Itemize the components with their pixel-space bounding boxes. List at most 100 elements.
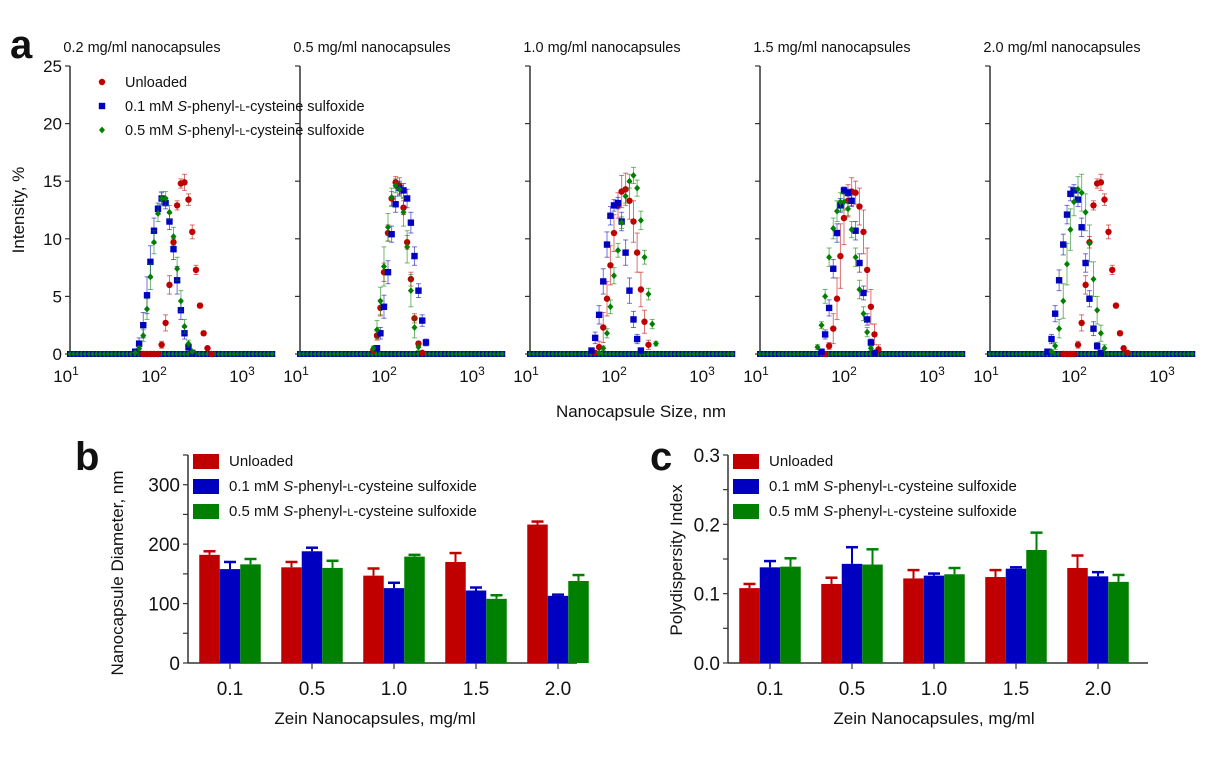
- data-point-zero: [101, 351, 107, 357]
- data-point-0.1mM: [415, 287, 422, 294]
- x-tick-label: 2.0: [1085, 679, 1111, 700]
- legend-swatch-low: [193, 479, 219, 494]
- data-point-unloaded: [1097, 179, 1105, 186]
- baseline-zero-points: [297, 351, 506, 357]
- x-tick-label: 0.1: [217, 679, 243, 700]
- data-point-zero: [879, 351, 885, 357]
- data-point-0.1mM: [1082, 259, 1089, 267]
- data-point-zero: [611, 351, 617, 357]
- data-point-zero: [442, 351, 448, 357]
- data-point-0.1mM: [833, 229, 841, 237]
- data-point-0.5mM: [596, 349, 603, 357]
- bar-low: [547, 595, 569, 663]
- data-point-0.5mM: [641, 253, 648, 261]
- data-point-0.5mM: [867, 344, 874, 352]
- panel-a-y-axis-label: Intensity, %: [9, 167, 28, 254]
- data-point-0.1mM: [630, 316, 637, 323]
- data-point-unloaded: [1116, 330, 1124, 337]
- data-point-0.1mM: [863, 316, 871, 323]
- bar-high: [1026, 549, 1047, 663]
- data-point-zero: [569, 351, 575, 357]
- bar-high: [240, 564, 261, 663]
- data-point-zero: [630, 351, 636, 357]
- data-point-0.5mM: [189, 348, 196, 356]
- subplot-title: 0.5 mg/ml nanocapsules: [293, 40, 450, 56]
- data-point-0.1mM: [380, 303, 388, 310]
- data-point-zero: [860, 351, 866, 357]
- data-point-0.5mM: [377, 297, 384, 305]
- data-point-unloaded: [852, 189, 859, 196]
- bar-high: [862, 564, 883, 663]
- data-point-unloaded: [1105, 228, 1112, 236]
- data-point-zero: [848, 351, 855, 357]
- data-point-0.1mM: [825, 304, 833, 312]
- data-point-0.1mM: [871, 349, 878, 357]
- data-point-0.1mM: [626, 287, 633, 294]
- data-point-zero: [269, 351, 275, 357]
- data-point-unloaded: [626, 197, 633, 204]
- data-point-0.5mM: [818, 321, 825, 329]
- data-point-zero: [706, 351, 712, 357]
- data-point-0.5mM: [132, 349, 139, 357]
- data-point-zero: [457, 351, 463, 357]
- data-point-0.1mM: [614, 199, 622, 207]
- bar-high: [944, 574, 965, 663]
- data-point-zero: [1136, 351, 1142, 357]
- data-point-zero: [109, 351, 115, 357]
- data-point-zero: [917, 351, 923, 357]
- data-point-0.1mM: [1067, 190, 1074, 198]
- y-tick-label: 5: [53, 287, 62, 306]
- data-point-zero: [829, 351, 836, 357]
- data-point-unloaded: [98, 78, 106, 86]
- data-point-0.1mM: [411, 252, 418, 260]
- data-point-zero: [392, 351, 398, 357]
- bar-unloaded: [985, 577, 1006, 663]
- data-point-0.5mM: [822, 293, 829, 300]
- data-point-zero: [668, 351, 674, 357]
- data-point-0.1mM: [603, 241, 611, 248]
- x-tick-label: 103: [1149, 364, 1175, 386]
- data-point-unloaded: [185, 196, 192, 203]
- series-high: [370, 178, 422, 352]
- data-point-0.1mM: [143, 292, 151, 299]
- panel-c-y-axis-label: Polydispersity Index: [667, 484, 686, 636]
- data-point-unloaded: [867, 303, 875, 310]
- data-point-zero: [660, 351, 667, 357]
- data-point-unloaded: [154, 350, 162, 358]
- data-point-0.1mM: [607, 212, 614, 219]
- series-high: [132, 191, 196, 357]
- data-point-0.5mM: [600, 344, 607, 352]
- legend-label-unloaded: Unloaded: [125, 75, 187, 91]
- bar-low: [1087, 576, 1109, 663]
- data-point-unloaded: [192, 266, 200, 274]
- x-tick-label: 101: [973, 364, 999, 386]
- baseline-zero-points: [757, 351, 966, 357]
- x-tick-label: 1.5: [463, 679, 489, 700]
- x-tick-label: 102: [831, 364, 857, 386]
- subplot-5: 2.0 mg/ml nanocapsules 101 102 103: [973, 40, 1196, 386]
- data-point-0.1mM: [384, 269, 392, 276]
- series-low: [131, 192, 196, 357]
- data-point-zero: [761, 351, 767, 357]
- data-point-unloaded: [189, 228, 196, 236]
- data-point-0.5mM: [380, 263, 387, 270]
- data-point-0.1mM: [860, 289, 867, 297]
- x-tick-label: 1.0: [921, 679, 947, 700]
- series-unloaded: [140, 173, 215, 358]
- y-tick-label: 0: [169, 654, 180, 675]
- data-point-0.1mM: [848, 197, 855, 204]
- data-point-unloaded: [1078, 319, 1085, 327]
- data-point-0.5mM: [618, 219, 625, 227]
- data-point-0.5mM: [830, 225, 837, 232]
- data-point-unloaded: [645, 341, 652, 348]
- data-point-0.5mM: [637, 216, 644, 224]
- data-point-0.5mM: [1078, 189, 1085, 197]
- data-point-0.5mM: [158, 195, 165, 202]
- legend-label-high: 0.5 mM S-phenyl-L-cysteine sulfoxide: [125, 123, 365, 139]
- data-point-0.5mM: [1070, 198, 1077, 206]
- data-point-zero: [768, 351, 775, 357]
- x-tick-label: 101: [283, 364, 309, 386]
- x-tick-label: 103: [689, 364, 715, 386]
- bar-low: [1005, 568, 1027, 663]
- data-point-0.5mM: [626, 177, 633, 185]
